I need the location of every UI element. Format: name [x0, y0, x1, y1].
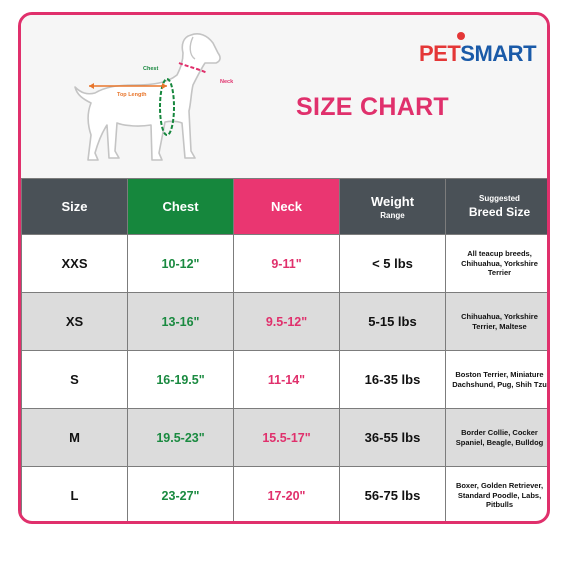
chest-cell: 10-12": [127, 234, 234, 293]
header-breed-top: Suggested: [479, 194, 520, 203]
size-table: Size Chest Neck Weight Range Suggested B…: [21, 178, 547, 521]
neck-label: Neck: [220, 79, 234, 85]
weight-cell: 36-55 lbs: [339, 408, 446, 467]
table-row: XS 13-16" 9.5-12" 5-15 lbs Chihuahua, Yo…: [21, 292, 547, 351]
dog-measurement-diagram: Chest Neck Top Length: [74, 33, 234, 161]
table-row: M 19.5-23" 15.5-17" 36-55 lbs Border Col…: [21, 408, 547, 467]
top-length-arrow-right: [162, 83, 167, 89]
weight-cell: < 5 lbs: [339, 234, 446, 293]
header-breed-main: Breed Size: [468, 205, 531, 219]
neck-cell: 15.5-17": [233, 408, 340, 467]
dog-outline: [74, 33, 221, 161]
petsmart-logo: PETSMART: [419, 41, 537, 66]
table-row: XXS 10-12" 9-11" < 5 lbs All teacup bree…: [21, 234, 547, 293]
chest-measure-line: [159, 78, 175, 136]
size-cell: XS: [21, 292, 128, 351]
size-cell: M: [21, 408, 128, 467]
table-header-row: Size Chest Neck Weight Range Suggested B…: [21, 178, 547, 235]
header-chest: Chest: [127, 178, 234, 235]
top-length-arrow-left: [89, 83, 94, 89]
top-length-label: Top Length: [117, 92, 147, 98]
chest-cell: 19.5-23": [127, 408, 234, 467]
page-title: SIZE CHART: [296, 93, 449, 121]
header-neck: Neck: [233, 178, 340, 235]
header-weight-label: Weight: [370, 193, 415, 209]
breed-cell: Boxer, Golden Retriever, Standard Poodle…: [445, 466, 547, 521]
table-row: S 16-19.5" 11-14" 16-35 lbs Boston Terri…: [21, 350, 547, 409]
size-cell: XXS: [21, 234, 128, 293]
weight-cell: 16-35 lbs: [339, 350, 446, 409]
header-size: Size: [21, 178, 128, 235]
size-cell: S: [21, 350, 128, 409]
chest-cell: 16-19.5": [127, 350, 234, 409]
neck-measure-line: [178, 62, 208, 74]
dog-ear: [189, 36, 196, 60]
size-chart-card: Chest Neck Top Length PETSMART SIZE CHAR…: [18, 12, 550, 524]
neck-cell: 9.5-12": [233, 292, 340, 351]
size-cell: L: [21, 466, 128, 521]
weight-cell: 5-15 lbs: [339, 292, 446, 351]
header-weight: Weight Range: [339, 178, 446, 235]
header-area: Chest Neck Top Length PETSMART SIZE CHAR…: [21, 15, 547, 178]
table-row: L 23-27" 17-20" 56-75 lbs Boxer, Golden …: [21, 466, 547, 521]
neck-cell: 17-20": [233, 466, 340, 521]
chest-cell: 23-27": [127, 466, 234, 521]
header-breed: Suggested Breed Size: [445, 178, 547, 235]
chest-cell: 13-16": [127, 292, 234, 351]
logo-tag-icon: [457, 32, 465, 40]
weight-cell: 56-75 lbs: [339, 466, 446, 521]
breed-cell: All teacup breeds, Chihuahua, Yorkshire …: [445, 234, 547, 293]
breed-cell: Border Collie, Cocker Spaniel, Beagle, B…: [445, 408, 547, 467]
chest-label: Chest: [143, 66, 158, 72]
neck-cell: 11-14": [233, 350, 340, 409]
neck-cell: 9-11": [233, 234, 340, 293]
breed-cell: Boston Terrier, Miniature Dachshund, Pug…: [445, 350, 547, 409]
header-weight-sub: Range: [380, 210, 405, 220]
breed-cell: Chihuahua, Yorkshire Terrier, Maltese: [445, 292, 547, 351]
